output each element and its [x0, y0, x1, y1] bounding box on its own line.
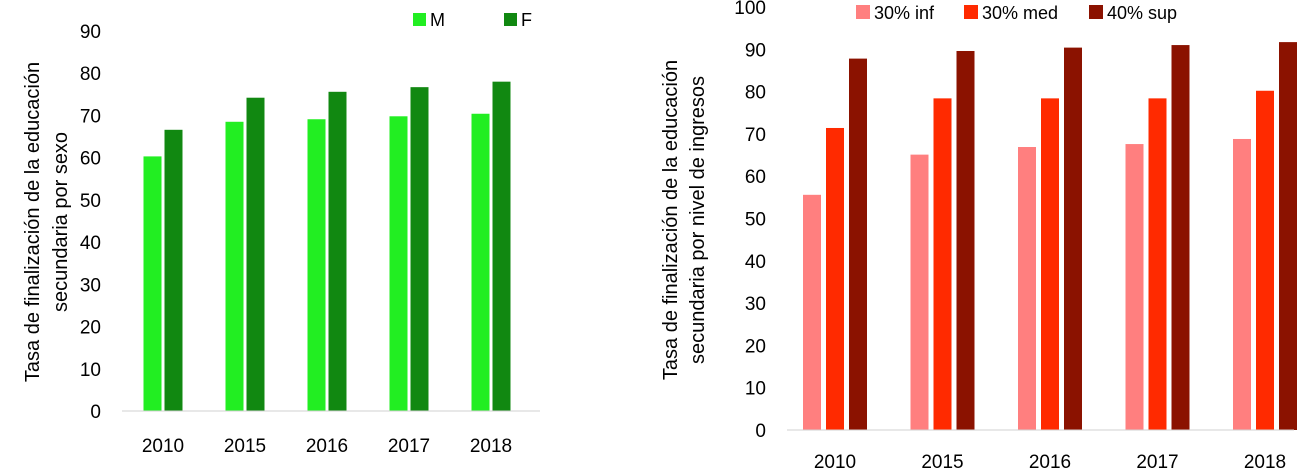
bar-2016-40-sup	[1064, 47, 1082, 430]
bar-2018-m	[471, 113, 490, 411]
bar-2010-40-sup	[849, 58, 867, 431]
bar-2016-f	[328, 91, 347, 412]
bar-2018-f	[492, 81, 511, 412]
y-tick-label: 90	[80, 22, 101, 43]
y-tick-label: 80	[80, 64, 101, 85]
bar-2017-40-sup	[1171, 45, 1190, 430]
y-tick-label: 50	[80, 191, 101, 212]
chart-income: Tasa de finalización de la educación sec…	[660, 0, 1297, 471]
bar-group	[143, 81, 511, 412]
bar-2010-f	[164, 129, 183, 412]
legend-label: M	[430, 10, 445, 30]
legend-swatch	[413, 13, 426, 26]
y-tick-label: 80	[745, 83, 766, 104]
legend-label: F	[521, 10, 532, 30]
bar-2015-m	[225, 121, 244, 412]
y-tick-label: 10	[745, 379, 766, 400]
x-tick-labels: 2010 2015 2016 2017 2018	[142, 436, 512, 457]
y-tick-label: 30	[80, 275, 101, 296]
bar-2017-30-med	[1148, 98, 1167, 431]
legend-label: 30% inf	[874, 3, 935, 23]
y-axis-label-line-1: Tasa de finalización de la educación	[660, 60, 682, 380]
y-tick-label: 20	[80, 318, 101, 339]
bar-2017-f	[410, 87, 429, 412]
x-tick-label: 2017	[1136, 452, 1178, 471]
legend-swatch	[504, 13, 517, 26]
bar-2016-m	[307, 119, 326, 411]
legend-swatch	[856, 5, 870, 19]
y-tick-label: 50	[745, 210, 766, 231]
bar-2018-30-inf	[1233, 138, 1251, 430]
y-tick-labels: 0 10 20 30 40 50 60 70 80 90 100	[734, 0, 766, 442]
legend: 30% inf 30% med 40% sup	[856, 3, 1177, 23]
bar-group	[803, 42, 1297, 431]
legend-label: 40% sup	[1107, 3, 1177, 23]
y-tick-label: 0	[755, 421, 766, 442]
y-tick-label: 40	[745, 252, 766, 273]
y-tick-label: 60	[80, 149, 101, 170]
bar-2015-40-sup	[956, 50, 975, 430]
bar-2010-30-med	[826, 127, 844, 430]
x-tick-label: 2016	[1029, 452, 1071, 471]
y-tick-label: 20	[745, 336, 766, 357]
y-tick-label: 30	[745, 294, 766, 315]
y-tick-label: 0	[90, 402, 101, 423]
x-tick-label: 2016	[306, 436, 348, 457]
bar-2018-30-med	[1256, 90, 1274, 430]
y-tick-label: 70	[745, 125, 766, 146]
x-tick-label: 2018	[470, 436, 512, 457]
y-tick-labels: 0 10 20 30 40 50 60 70 80 90	[80, 22, 101, 423]
y-axis-label-line-2: secundaria por nivel de ingresos	[687, 76, 709, 364]
legend-label: 30% med	[982, 3, 1058, 23]
bar-2016-30-inf	[1018, 147, 1036, 430]
bar-2017-30-inf	[1125, 144, 1144, 430]
y-tick-label: 10	[80, 360, 101, 381]
x-tick-label: 2010	[142, 436, 184, 457]
bar-2015-f	[246, 97, 265, 411]
y-axis-label-line-1: Tasa de finalización de la educación	[22, 62, 44, 382]
bar-2010-m	[143, 156, 162, 411]
y-axis-label-line-2: secundaria por sexo	[50, 132, 72, 312]
bar-2010-30-inf	[803, 194, 821, 430]
bar-2015-30-inf	[910, 154, 929, 430]
bar-2017-m	[389, 116, 408, 412]
x-tick-label: 2017	[388, 436, 430, 457]
bar-2018-40-sup	[1279, 42, 1297, 430]
x-tick-label: 2018	[1244, 452, 1286, 471]
bar-2015-30-med	[933, 98, 952, 431]
legend-swatch	[1089, 5, 1103, 19]
chart-sex: Tasa de finalización de la educación sec…	[22, 10, 540, 457]
x-tick-label: 2015	[224, 436, 266, 457]
y-tick-label: 40	[80, 233, 101, 254]
x-tick-labels: 2010 2015 2016 2017 2018	[814, 452, 1286, 471]
legend-swatch	[964, 5, 978, 19]
y-tick-label: 90	[745, 40, 766, 61]
y-tick-label: 60	[745, 167, 766, 188]
y-tick-label: 70	[80, 106, 101, 127]
y-tick-label: 100	[734, 0, 766, 19]
x-tick-label: 2010	[814, 452, 856, 471]
bar-2016-30-med	[1041, 98, 1059, 431]
x-tick-label: 2015	[921, 452, 963, 471]
